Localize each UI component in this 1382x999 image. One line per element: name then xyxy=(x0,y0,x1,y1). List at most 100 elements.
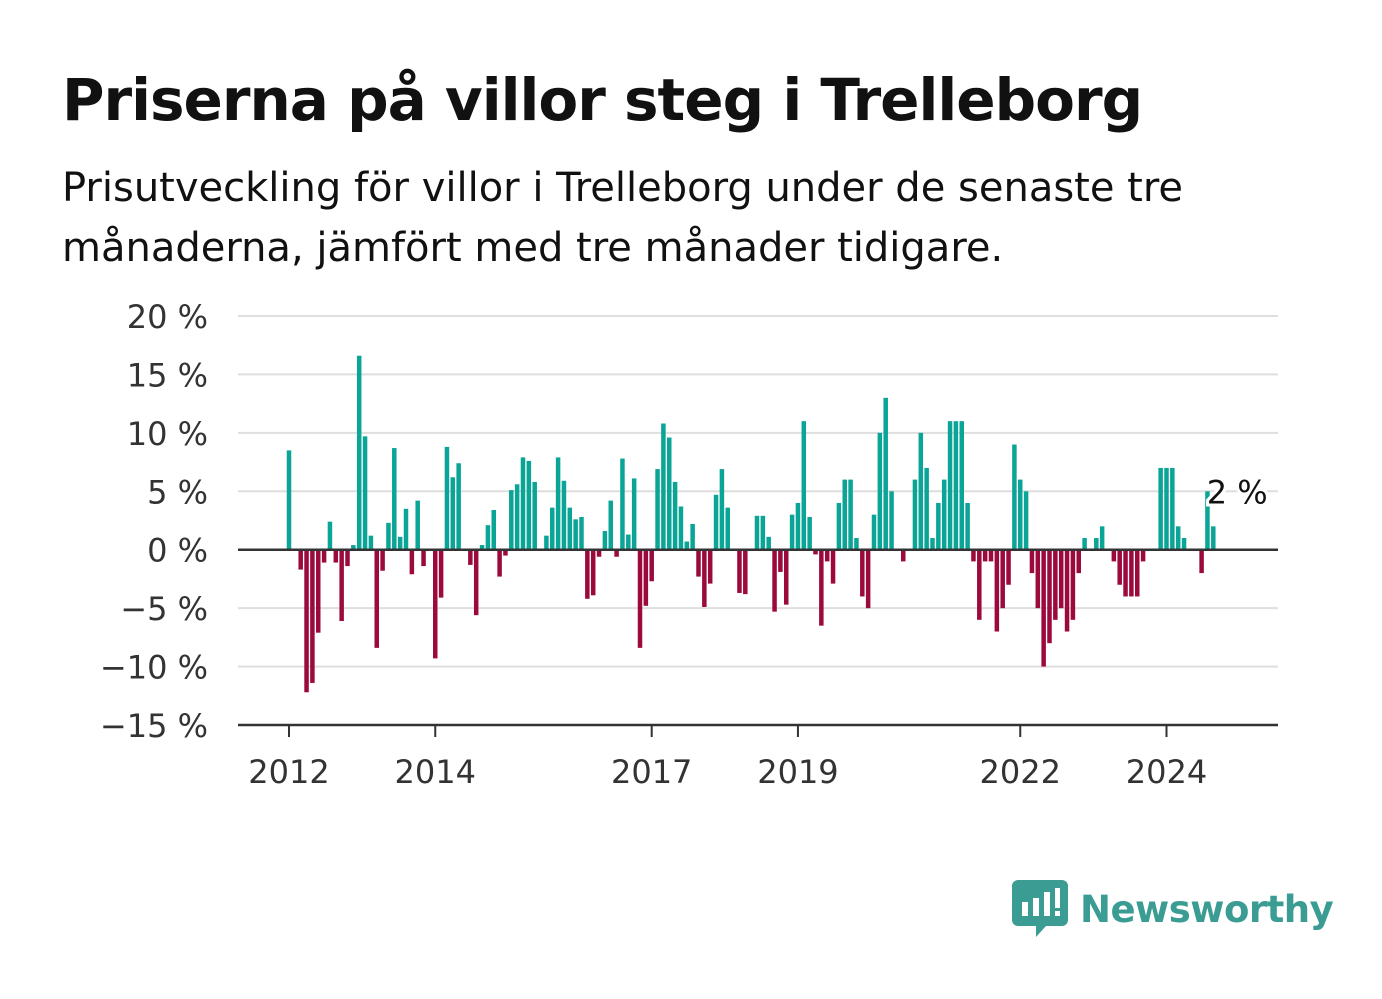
bar xyxy=(351,545,356,550)
bar xyxy=(503,549,508,556)
bar xyxy=(526,460,532,550)
bar xyxy=(637,549,643,648)
bar xyxy=(661,423,666,550)
bar xyxy=(1140,549,1146,562)
bar xyxy=(333,549,339,563)
x-tick-label: 2022 xyxy=(980,753,1061,791)
bar xyxy=(643,549,649,606)
bar xyxy=(778,549,783,572)
bar xyxy=(514,484,520,550)
bar xyxy=(649,549,654,582)
bar xyxy=(1164,467,1169,550)
bar xyxy=(1035,549,1041,609)
bar xyxy=(561,480,567,550)
bar xyxy=(356,355,362,550)
bar xyxy=(1135,549,1140,597)
bar xyxy=(725,507,730,550)
tick-labels: 20 % 15 % 10 % 5 % 0 % −5 % −10 % −15 % 2012 2014… xyxy=(100,298,1271,791)
bar xyxy=(871,514,877,550)
bar xyxy=(848,479,853,550)
bar xyxy=(1070,549,1076,620)
bar xyxy=(520,457,526,550)
bar xyxy=(830,549,836,584)
x-tick-label: 2014 xyxy=(395,753,476,791)
bar xyxy=(415,500,420,550)
bar xyxy=(579,516,584,550)
bars xyxy=(286,355,1216,693)
bar xyxy=(1123,549,1128,597)
bar xyxy=(573,519,578,550)
bar xyxy=(1058,549,1064,609)
bar xyxy=(298,549,303,570)
bar xyxy=(590,549,596,596)
bar xyxy=(386,522,391,550)
y-tick-label: −10 % xyxy=(100,649,208,687)
bar xyxy=(836,502,842,550)
bar xyxy=(813,549,818,555)
bar xyxy=(1023,491,1029,550)
bar xyxy=(345,549,350,567)
bar xyxy=(1064,549,1070,632)
bar xyxy=(678,506,684,550)
bar xyxy=(497,549,502,577)
bar xyxy=(655,469,660,550)
bar xyxy=(316,549,321,633)
bar xyxy=(550,507,555,550)
bar xyxy=(1181,538,1187,550)
bar xyxy=(1012,444,1017,550)
y-tick-label: −5 % xyxy=(120,590,208,628)
bar xyxy=(1170,467,1175,550)
bar xyxy=(602,531,608,550)
bar xyxy=(772,549,777,612)
gridlines xyxy=(238,315,1278,668)
bar xyxy=(450,477,456,550)
bar xyxy=(1205,491,1210,550)
bar xyxy=(438,549,444,598)
x-tick-label: 2024 xyxy=(1126,753,1207,791)
bar xyxy=(865,549,871,609)
bar xyxy=(368,535,374,550)
bar xyxy=(860,549,865,597)
bar xyxy=(444,446,450,550)
bar xyxy=(468,549,473,565)
x-tick-label: 2017 xyxy=(611,753,692,791)
bar xyxy=(936,502,941,550)
bar xyxy=(555,457,561,550)
bar xyxy=(380,549,385,571)
chart-subtitle: Prisutveckling för villor i Trelleborg u… xyxy=(62,165,1184,271)
bar xyxy=(824,549,830,562)
bar xyxy=(596,549,602,557)
bar xyxy=(397,536,403,550)
bar xyxy=(1094,538,1099,550)
bar xyxy=(994,549,1000,632)
bar xyxy=(304,549,309,693)
bar xyxy=(953,421,959,550)
bar xyxy=(544,535,549,550)
bar xyxy=(485,525,491,550)
bar xyxy=(801,421,807,550)
bar xyxy=(327,521,333,550)
y-tick-label: 5 % xyxy=(147,473,208,511)
bar xyxy=(719,469,725,550)
y-tick-label: 10 % xyxy=(127,415,208,453)
bar xyxy=(789,514,795,550)
bar xyxy=(1158,467,1163,550)
bar xyxy=(362,436,368,550)
bar xyxy=(941,479,947,550)
bar xyxy=(509,490,514,550)
bar xyxy=(819,549,824,626)
x-tick-label: 2019 xyxy=(757,753,838,791)
bar xyxy=(1006,549,1011,585)
bar xyxy=(1129,549,1134,597)
bar xyxy=(982,549,988,562)
y-tick-label: 20 % xyxy=(127,298,208,336)
bar xyxy=(1117,549,1122,585)
bar xyxy=(614,549,619,557)
bar xyxy=(1099,526,1105,550)
bar xyxy=(959,421,964,550)
bar xyxy=(854,538,859,550)
bar xyxy=(684,541,690,550)
bar xyxy=(1199,549,1204,574)
bar xyxy=(1000,549,1005,609)
